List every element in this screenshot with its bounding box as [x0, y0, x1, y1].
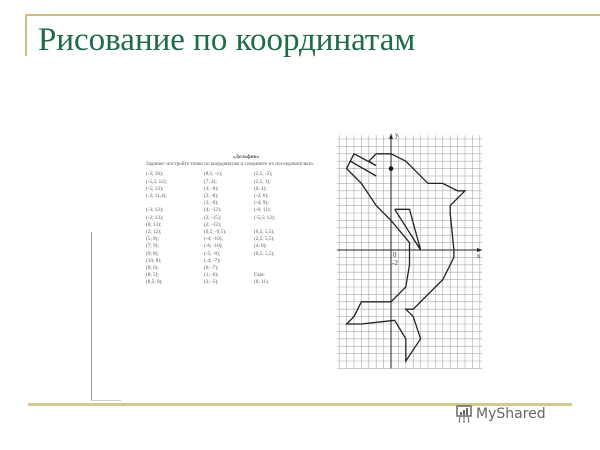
origin-label: 0: [393, 251, 397, 259]
coordinate-cell: (-4; 9);: [254, 200, 269, 207]
coordinate-cell: (0; 4);: [254, 185, 267, 192]
coordinate-cell: (2,5; -2);: [254, 171, 273, 178]
dolphin-snout: [349, 152, 377, 167]
coordinate-cell: (-5,5; 12);: [254, 214, 276, 221]
coordinate-cell: (8,5; 0);: [146, 279, 163, 286]
x-axis-label: x: [477, 252, 481, 260]
page-edge-bottom: [91, 400, 121, 401]
coordinate-cell: (7; 4);: [204, 178, 217, 185]
coordinate-cell: (-2; 13);: [146, 214, 164, 221]
coordinate-cell: (0; 11).: [254, 279, 270, 286]
coordinate-cell: (8; 6);: [146, 265, 159, 272]
coordinate-cell: (3; -9);: [204, 200, 219, 207]
coordinate-cell: (0,5; 5,5);: [254, 229, 275, 236]
worksheet-heading: «Дельфин»: [232, 154, 260, 160]
coordinate-cell: Глаз:: [254, 272, 265, 279]
coordinate-cell: [254, 265, 304, 272]
worksheet: «Дельфин» Задание: постройте точки по ко…: [146, 154, 316, 287]
top-rule: [25, 14, 600, 16]
watermark-text: MyShared: [476, 406, 546, 422]
coordinate-cell: (-2; 11,4);: [146, 193, 167, 200]
coordinate-cell: (-4; -7);: [204, 257, 221, 264]
coordinate-cell: (2,5; 1);: [254, 178, 271, 185]
tick-label: -2: [392, 259, 398, 267]
coordinate-cell: (2; -5);: [204, 279, 219, 286]
coordinate-cell: (2; 12);: [146, 229, 162, 236]
coordinate-cell: (2; -12);: [204, 221, 222, 228]
coordinate-cell: (0,5; 5,5);: [254, 250, 275, 257]
coordinate-cell: (-3; 12);: [146, 207, 164, 214]
coordinate-table: (-2; 10); (8,5; -1); (2,5; -2); (-5,5; 12);…: [146, 171, 316, 286]
presentation-board-icon: [456, 405, 472, 424]
coordinate-cell: (2,5; 5,5);: [254, 236, 275, 243]
coordinate-cell: (4; -12);: [204, 207, 222, 214]
x-axis-arrow: [477, 248, 483, 252]
left-rule: [25, 14, 27, 56]
coordinate-cell: [254, 258, 304, 265]
coordinate-cell: (-2; 6);: [254, 193, 269, 200]
dolphin-fin: [394, 208, 422, 251]
y-axis-label: y: [395, 131, 399, 139]
coordinate-cell: (1; -6);: [204, 272, 219, 279]
coordinate-cell: (2; -8);: [204, 193, 219, 200]
worksheet-task: Задание: постройте точки по координатам …: [146, 161, 314, 168]
coordinate-cell: (-5; -9);: [204, 250, 221, 257]
watermark-logo: MyShared: [455, 404, 546, 424]
coordinate-cell: (7; 9);: [146, 243, 159, 250]
dolphin-plot: y x 0-2: [336, 131, 483, 369]
coordinate-cell: (3; -8);: [204, 185, 219, 192]
coordinate-cell: (-5,5; 12);: [146, 178, 168, 185]
coordinate-cell: (0; 13);: [146, 221, 162, 228]
coordinate-cell: (2; -15);: [204, 214, 222, 221]
coordinate-cell: (-6; 11);: [254, 207, 271, 214]
coordinate-cell: (-6; -10);: [204, 243, 223, 250]
page-edge: [91, 232, 92, 400]
coordinate-cell: (5; 9);: [146, 236, 159, 243]
slide-title: Рисование по координатам: [38, 22, 416, 58]
coordinate-cell: (4; 0);: [254, 243, 267, 250]
bottom-rule: [28, 403, 572, 406]
coordinate-cell: (0,5; -9,5);: [204, 229, 227, 236]
dolphin-body: [345, 153, 467, 364]
coordinate-cell: (-2; 10);: [146, 171, 164, 178]
y-axis-arrow: [389, 133, 393, 139]
coordinate-cell: (8,5; -1);: [204, 171, 223, 178]
dolphin-eye: [388, 166, 394, 171]
coordinate-cell: (8; 5);: [146, 272, 159, 279]
coordinate-cell: (-4; -10);: [204, 236, 223, 243]
coordinate-cell: (9; 8);: [146, 250, 159, 257]
coordinate-cell: [254, 222, 304, 229]
coordinate-cell: (10; 8);: [146, 257, 162, 264]
coordinate-cell: (-5; 13);: [146, 185, 164, 192]
coordinate-cell: (0; -7);: [204, 265, 219, 272]
